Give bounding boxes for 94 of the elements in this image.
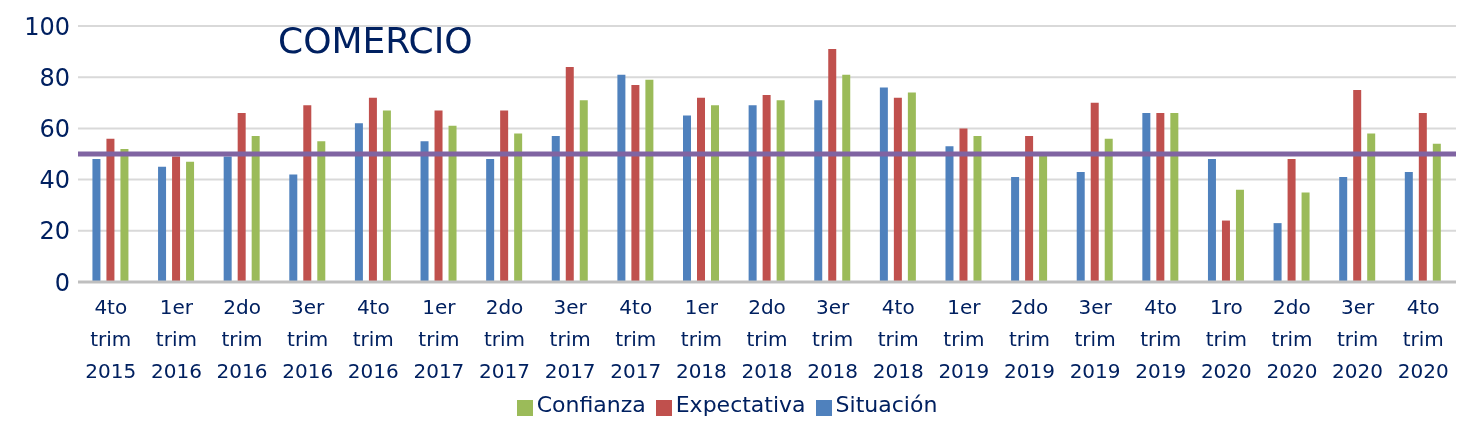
bar	[303, 105, 312, 282]
bar	[945, 146, 954, 282]
bar	[448, 125, 457, 282]
bar	[1025, 136, 1034, 282]
bar	[1104, 138, 1113, 282]
y-tick-label: 0	[54, 268, 70, 297]
bar	[106, 138, 115, 282]
x-tick-label: 2do trim 2020	[1266, 295, 1318, 383]
x-tick-label: 1er trim 2018	[675, 295, 727, 383]
bar	[1404, 171, 1413, 282]
chart-title: COMERCIO	[278, 20, 473, 61]
bar	[1170, 113, 1179, 282]
bar	[1235, 189, 1244, 282]
bar	[828, 49, 837, 282]
y-tick-label: 20	[39, 217, 70, 246]
bar	[317, 141, 326, 282]
bar	[186, 161, 195, 282]
bar	[959, 128, 968, 282]
bar	[420, 141, 429, 282]
bar	[92, 159, 101, 282]
x-tick-label: 2do trim 2017	[479, 295, 530, 383]
x-tick-label: 1er trim 2017	[413, 295, 465, 383]
bar	[237, 113, 246, 282]
bar	[1367, 133, 1376, 282]
x-tick-label: 3er trim 2018	[807, 295, 859, 383]
bar	[842, 74, 851, 282]
x-tick-label: 3er trim 2020	[1332, 295, 1384, 383]
bar	[486, 159, 495, 282]
x-tick-label: 2do trim 2018	[741, 295, 793, 383]
bar	[1339, 177, 1348, 282]
x-tick-label: 3er trim 2019	[1069, 295, 1121, 383]
bar	[683, 115, 692, 282]
bar	[748, 105, 757, 282]
x-tick-label: 1ro trim 2020	[1200, 295, 1252, 383]
bar	[631, 84, 640, 282]
bar	[1142, 113, 1151, 282]
bar	[1039, 154, 1048, 282]
bar	[1207, 159, 1216, 282]
x-tick-label: 2do trim 2016	[216, 295, 268, 383]
bar	[223, 156, 232, 282]
bar	[382, 110, 391, 282]
bar	[814, 100, 823, 282]
bar	[1301, 192, 1310, 282]
bar	[1076, 171, 1085, 282]
bar	[158, 166, 167, 282]
bar	[1273, 223, 1282, 282]
x-tick-label: 3er trim 2017	[544, 295, 596, 383]
legend-label: Situación	[835, 392, 938, 417]
x-tick-label: 4to trim 2018	[872, 295, 924, 383]
bar	[697, 97, 706, 282]
bar	[1287, 159, 1296, 282]
bar	[1418, 113, 1427, 282]
bar	[879, 87, 888, 282]
bar	[893, 97, 902, 282]
bar	[354, 123, 363, 282]
bar	[1432, 143, 1441, 282]
x-tick-label: 1er trim 2019	[938, 295, 990, 383]
bar	[1156, 113, 1165, 282]
bar	[973, 136, 982, 282]
x-tick-label: 3er trim 2016	[282, 295, 334, 383]
bar	[1090, 102, 1099, 282]
bar	[1221, 220, 1230, 282]
bar	[251, 136, 260, 282]
bar	[762, 95, 771, 282]
bar	[645, 79, 654, 282]
bar	[579, 100, 588, 282]
bar	[711, 105, 720, 282]
x-tick-label: 4to trim 2020	[1397, 295, 1449, 383]
x-tick-label: 4to trim 2017	[610, 295, 662, 383]
bar	[907, 92, 916, 282]
x-tick-label: 4to trim 2015	[85, 295, 137, 383]
x-tick-label: 2do trim 2019	[1004, 295, 1055, 383]
y-tick-label: 80	[39, 63, 70, 92]
bar	[1011, 177, 1020, 282]
y-tick-label: 60	[39, 114, 70, 143]
bar	[617, 74, 626, 282]
bar	[172, 156, 181, 282]
bar	[500, 110, 509, 282]
bar	[289, 174, 298, 282]
x-tick-label: 1er trim 2016	[150, 295, 202, 383]
bar	[565, 66, 574, 282]
y-tick-label: 40	[39, 166, 70, 195]
x-tick-label: 4to trim 2016	[347, 295, 399, 383]
x-tick-label: 4to trim 2019	[1135, 295, 1187, 383]
bar	[514, 133, 523, 282]
legend-label: Expectativa	[675, 392, 806, 417]
y-tick-label: 100	[24, 12, 70, 41]
bar	[776, 100, 785, 282]
bar	[1353, 90, 1362, 282]
bar	[368, 97, 377, 282]
bar	[551, 136, 560, 282]
legend-label: Confianza	[536, 392, 646, 417]
bar	[120, 148, 129, 282]
bar	[434, 110, 443, 282]
